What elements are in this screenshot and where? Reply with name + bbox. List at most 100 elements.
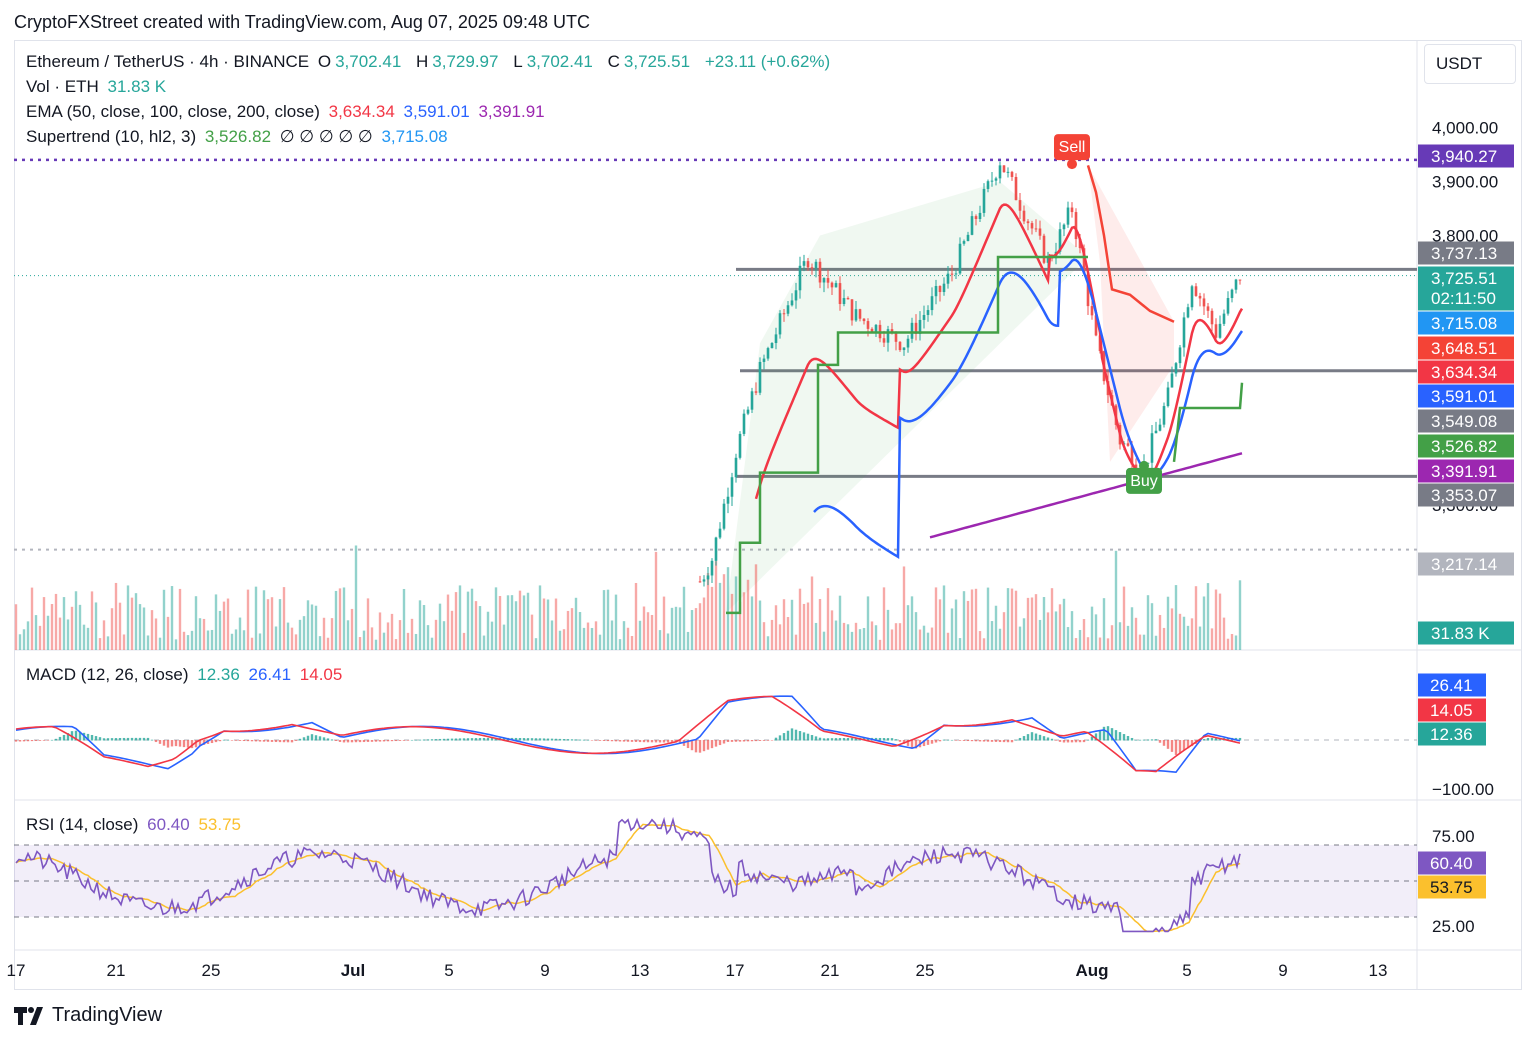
candle-body <box>818 261 822 283</box>
macd-histogram-bar <box>218 740 222 742</box>
volume-bar <box>90 591 94 650</box>
candle-body <box>974 216 978 219</box>
macd-histogram-bar <box>62 734 66 741</box>
volume-bar <box>14 604 18 650</box>
volume-bar <box>246 589 250 650</box>
volume-bar <box>182 631 186 650</box>
macd-histogram-bar <box>1078 740 1082 743</box>
macd-histogram-bar <box>1162 740 1166 746</box>
volume-bar <box>142 607 146 650</box>
macd-histogram-bar <box>526 738 530 741</box>
volume-bar <box>694 608 698 650</box>
volume-bar <box>178 588 182 650</box>
price-label-text: 3,737.13 <box>1431 244 1497 263</box>
macd-histogram-bar <box>410 739 414 741</box>
volume-bar <box>846 624 850 650</box>
volume-bar <box>342 587 346 650</box>
macd-label[interactable]: MACD (12, 26, close) <box>26 665 189 684</box>
macd-histogram-bar <box>818 737 822 741</box>
volume-bar <box>798 588 802 650</box>
price-label-text: 3,940.27 <box>1431 147 1497 166</box>
volume-bar <box>114 582 118 650</box>
ema-legend: EMA (50, close, 100, close, 200, close) … <box>26 102 549 122</box>
macd-histogram-bar <box>94 736 98 741</box>
candle-body <box>842 298 846 305</box>
volume-bar <box>502 624 506 650</box>
close-label: C <box>607 52 620 71</box>
macd-histogram-bar <box>646 740 650 743</box>
rsi-tick-label: 75.00 <box>1432 827 1475 846</box>
volume-bar <box>686 631 690 650</box>
candle-body <box>702 579 706 582</box>
macd-histogram-bar <box>302 737 306 741</box>
candle-body <box>1018 200 1022 211</box>
macd-histogram-bar <box>906 740 910 746</box>
macd-histogram-bar <box>26 740 30 742</box>
macd-histogram-bar <box>1118 732 1122 741</box>
volume-bar <box>586 622 590 650</box>
volume-bar <box>810 576 814 650</box>
currency-button[interactable]: USDT <box>1424 44 1516 84</box>
volume-bar <box>274 626 278 650</box>
macd-histogram-bar <box>734 740 738 742</box>
volume-bar <box>62 597 66 650</box>
volume-bar <box>338 588 342 650</box>
candle-body <box>1094 315 1098 336</box>
candle-body <box>1154 430 1158 434</box>
rsi-label-box <box>1418 875 1486 899</box>
macd-histogram-bar <box>482 737 486 741</box>
volume-bar <box>1054 611 1058 650</box>
ema-label[interactable]: EMA (50, close, 100, close, 200, close) <box>26 102 320 121</box>
macd-histogram-bar <box>978 740 982 742</box>
volume-bar <box>650 614 654 650</box>
rsi-pane: 75.00 25.00 60.40 53.75 <box>14 816 1486 936</box>
volume-bar <box>1234 635 1238 650</box>
volume-bar <box>22 629 26 650</box>
volume-bar <box>574 597 578 650</box>
candle-body <box>1238 279 1242 281</box>
macd-histogram-bar <box>282 740 286 743</box>
price-label-text: 3,217.14 <box>1431 555 1497 574</box>
volume-bar <box>886 609 890 650</box>
macd-histogram-bar <box>1070 740 1074 743</box>
volume-bar <box>578 612 582 650</box>
volume-bar <box>1038 619 1042 650</box>
chart-frame[interactable] <box>14 40 1522 990</box>
supertrend-label[interactable]: Supertrend (10, hl2, 3) <box>26 127 197 146</box>
volume-bar <box>106 636 110 650</box>
volume-bar <box>1078 630 1082 650</box>
time-tick-label: Jul <box>341 961 366 980</box>
macd-histogram-bar <box>346 740 350 743</box>
candle-body <box>1194 286 1198 296</box>
volume-bar <box>1102 598 1106 650</box>
macd-histogram-bar <box>530 738 534 741</box>
volume-bar <box>326 637 330 650</box>
candle-body <box>1022 210 1026 222</box>
volume-bar <box>118 602 122 650</box>
macd-histogram-bar <box>438 738 442 741</box>
sell-badge <box>1054 134 1090 161</box>
volume-bar <box>702 597 706 650</box>
volume-bar <box>458 585 462 650</box>
candle-body <box>926 310 930 315</box>
macd-histogram-bar <box>138 737 142 741</box>
macd-histogram-bar <box>846 737 850 741</box>
candle-body <box>822 278 826 283</box>
footer-brand[interactable]: TradingView <box>14 1004 162 1027</box>
volume-bar <box>1118 622 1122 650</box>
volume-bar <box>966 600 970 650</box>
macd-histogram-bar <box>1186 740 1190 749</box>
price-label-box <box>1418 409 1514 433</box>
volume-bar <box>1146 595 1150 650</box>
volume-bar <box>1222 617 1226 650</box>
time-tick-label: 17 <box>7 961 26 980</box>
rsi-label[interactable]: RSI (14, close) <box>26 815 139 834</box>
macd-histogram-bar <box>830 738 834 741</box>
symbol-title[interactable]: Ethereum / TetherUS · 4h · BINANCE <box>26 52 310 71</box>
candle-body <box>1066 207 1070 225</box>
volume-label[interactable]: Vol · ETH <box>26 77 99 96</box>
macd-histogram-bar <box>878 737 882 741</box>
candle-body <box>862 318 866 322</box>
macd-histogram-bar <box>1038 734 1042 741</box>
